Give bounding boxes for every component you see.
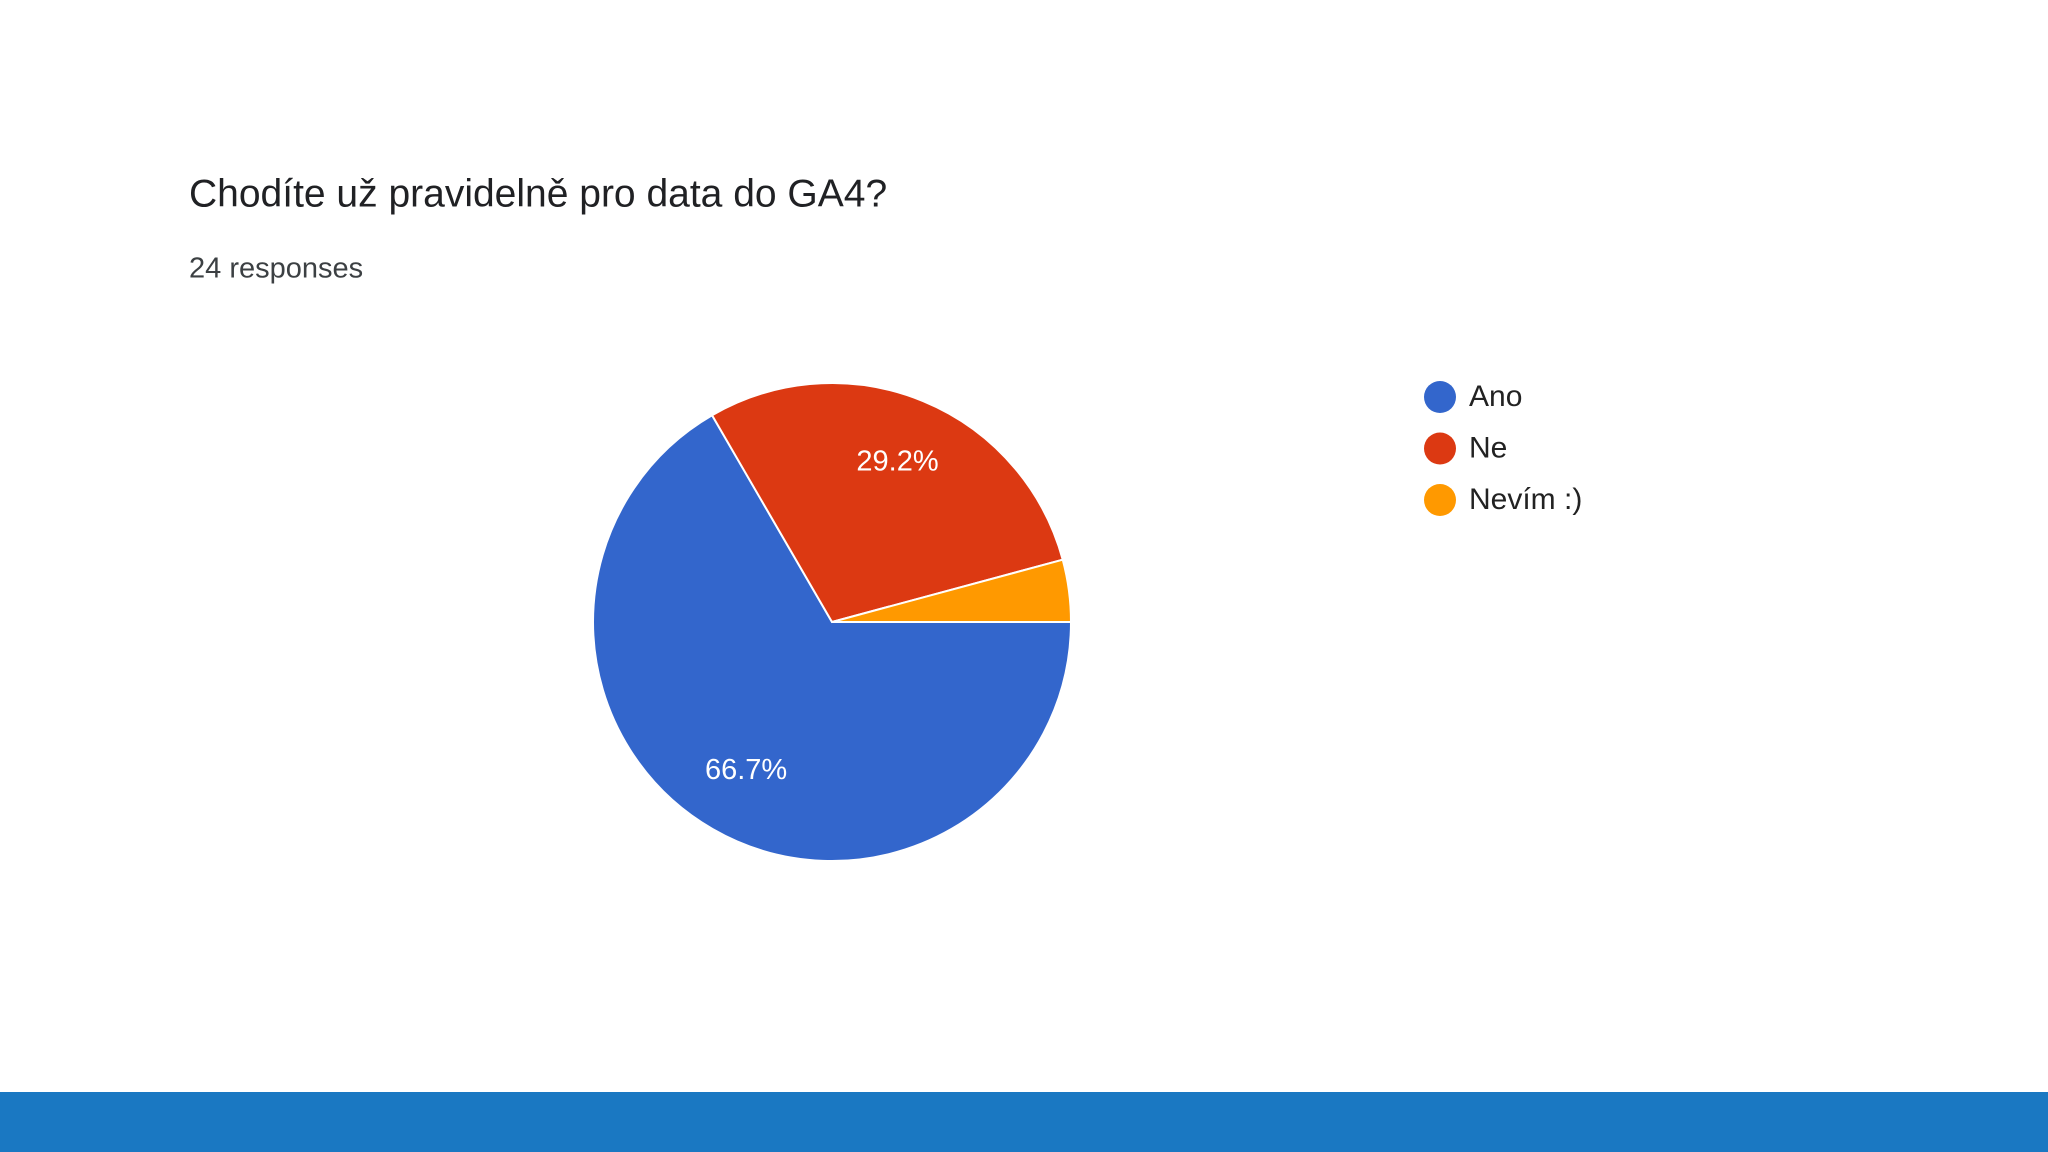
legend-label: Ano: [1469, 380, 1522, 413]
chart-title: Chodíte už pravidelně pro data do GA4?: [189, 172, 887, 215]
footer-bar: [0, 1092, 2048, 1152]
pie-slice: [831, 558, 1073, 623]
pie-slice: [710, 382, 1064, 624]
legend-label: Nevím :): [1469, 483, 1582, 516]
chart-subtitle: 24 responses: [189, 253, 363, 285]
slice-label: 29.2%: [856, 446, 938, 478]
slice-label: 66.7%: [705, 754, 787, 786]
legend-marker: [1424, 381, 1456, 413]
legend-marker: [1424, 432, 1456, 465]
legend-marker: [1424, 484, 1456, 516]
legend-label: Ne: [1469, 431, 1507, 464]
pie-slice: [592, 413, 1073, 862]
